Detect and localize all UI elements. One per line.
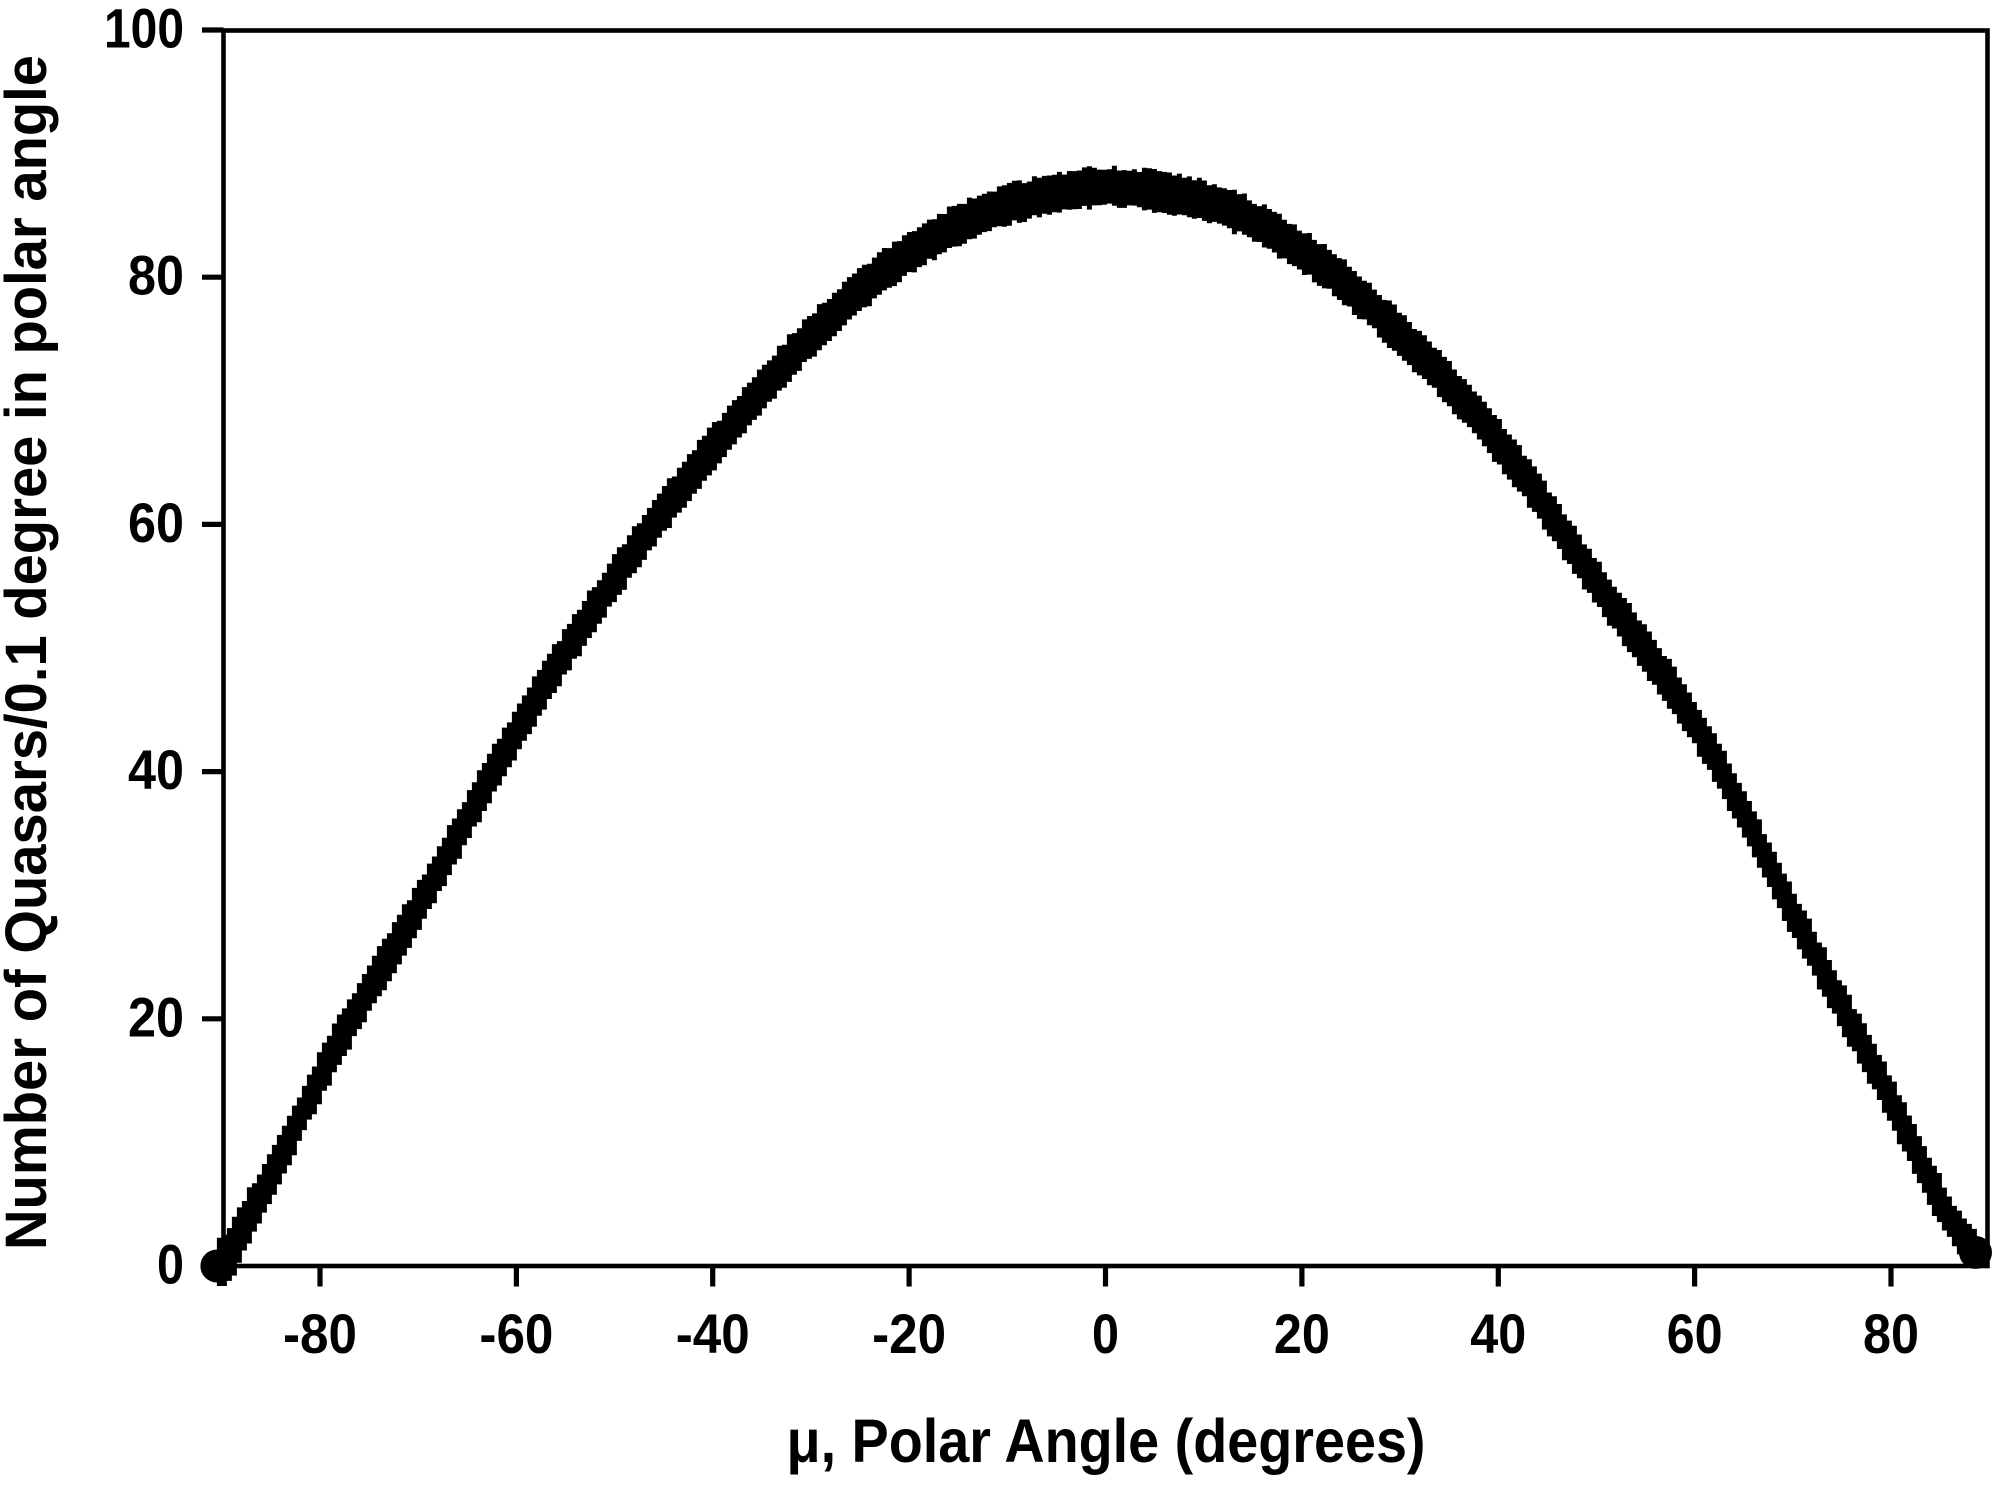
svg-text:20: 20 [1274,1302,1330,1365]
svg-text:40: 40 [128,738,184,801]
svg-text:μ, Polar Angle (degrees): μ, Polar Angle (degrees) [787,1407,1426,1475]
svg-text:80: 80 [1863,1302,1919,1365]
svg-text:-80: -80 [283,1302,357,1365]
svg-text:100: 100 [104,0,184,60]
svg-text:-40: -40 [676,1302,750,1365]
svg-text:-20: -20 [872,1302,946,1365]
svg-text:0: 0 [157,1233,184,1296]
svg-text:60: 60 [128,491,184,554]
svg-text:80: 80 [128,244,184,307]
svg-text:20: 20 [128,985,184,1048]
svg-text:Number of Quasars/0.1 degree i: Number of Quasars/0.1 degree in polar an… [0,55,59,1250]
svg-text:-60: -60 [479,1302,553,1365]
svg-text:0: 0 [1092,1302,1119,1365]
svg-text:60: 60 [1667,1302,1723,1365]
svg-text:40: 40 [1470,1302,1526,1365]
